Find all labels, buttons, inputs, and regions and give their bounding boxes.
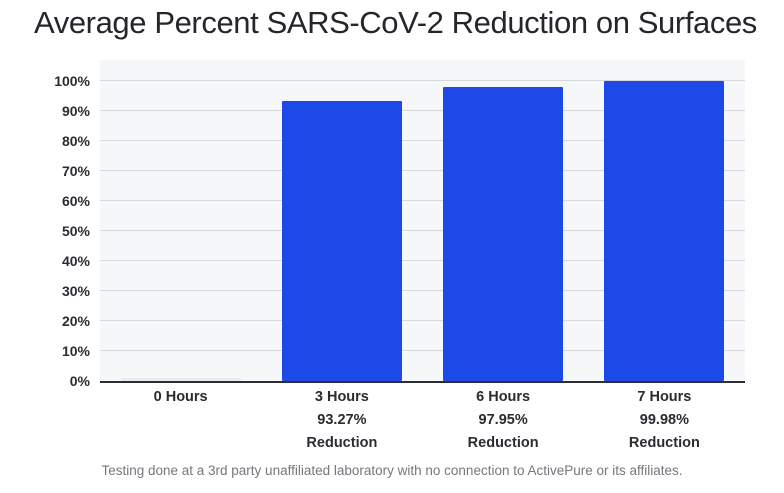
page-title: Average Percent SARS-CoV-2 Reduction on … — [34, 5, 757, 40]
x-axis-label-line: 0 Hours — [153, 389, 208, 405]
gridline — [100, 290, 745, 291]
bar-7-hours — [604, 81, 725, 381]
y-axis-label: 100% — [54, 73, 90, 89]
x-axis-label-line: 99.98% — [639, 412, 689, 428]
x-axis-label: 0 Hours — [100, 386, 261, 409]
y-axis-label: 40% — [61, 253, 90, 269]
plot-area — [100, 60, 745, 383]
bar-0-hours — [120, 378, 241, 381]
x-axis-label: 3 Hours 93.27% Reduction — [261, 386, 422, 455]
bar-6-hours — [443, 87, 564, 381]
gridline — [100, 200, 745, 201]
x-axis-label-line: Reduction — [467, 435, 539, 451]
y-axis-label: 0% — [69, 373, 90, 389]
y-axis-label: 50% — [61, 223, 90, 239]
gridline — [100, 230, 745, 231]
x-axis-label-line: 6 Hours — [476, 389, 531, 405]
x-axis: 0 Hours 3 Hours 93.27% Reduction 6 Hours 97.9… — [100, 386, 745, 466]
gridline — [100, 110, 745, 111]
x-axis-label-line: Reduction — [306, 435, 378, 451]
y-axis-label: 70% — [61, 163, 90, 179]
y-axis-label: 20% — [61, 313, 90, 329]
x-axis-label: 6 Hours 97.95% Reduction — [423, 386, 584, 455]
x-axis-label: 7 Hours 99.98% Reduction — [584, 386, 745, 455]
y-axis-label: 30% — [61, 283, 90, 299]
y-axis-label: 90% — [61, 103, 90, 119]
y-axis-label: 60% — [61, 193, 90, 209]
bar-3-hours — [281, 101, 402, 381]
y-axis-label: 80% — [61, 133, 90, 149]
gridline — [100, 320, 745, 321]
y-axis: 100% 90% 80% 70% 60% 50% 40% 30% 20% 10% 0% — [0, 60, 90, 389]
x-axis-label-line: 7 Hours — [637, 389, 692, 405]
x-axis-label-line: 93.27% — [317, 412, 367, 428]
y-axis-label: 10% — [61, 343, 90, 359]
gridline — [100, 260, 745, 261]
footnote: Testing done at a 3rd party unaffiliated… — [101, 463, 683, 478]
x-axis-label-line: Reduction — [628, 435, 700, 451]
gridline — [100, 140, 745, 141]
x-axis-label-line: 3 Hours — [314, 389, 369, 405]
gridline — [100, 80, 745, 81]
x-axis-label-line: 97.95% — [478, 412, 528, 428]
gridline — [100, 170, 745, 171]
gridline — [100, 350, 745, 351]
